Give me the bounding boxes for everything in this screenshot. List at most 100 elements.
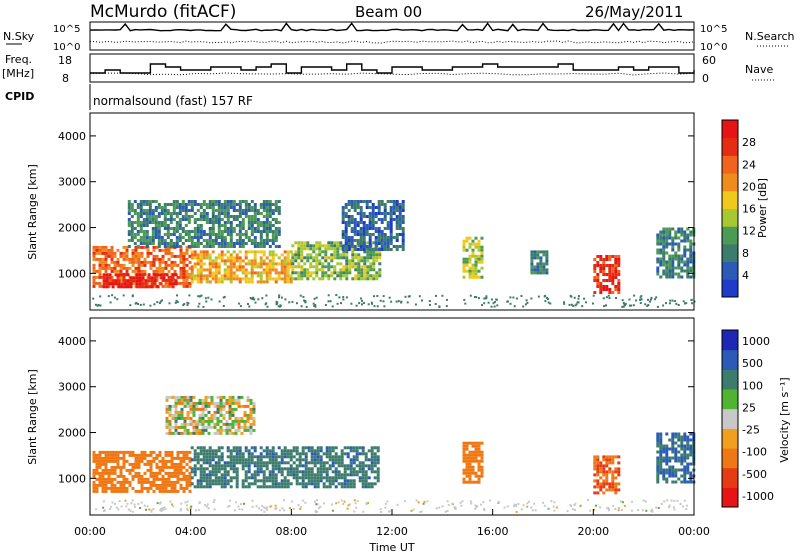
heatmap-cell: [277, 200, 281, 203]
heatmap-cell: [383, 239, 387, 242]
heatmap-cell: [119, 266, 123, 270]
heatmap-cell: [674, 441, 678, 445]
heatmap-cell: [686, 233, 690, 237]
heatmap-cell: [92, 248, 96, 252]
heatmap-cell: [539, 262, 543, 266]
heatmap-cell: [167, 474, 171, 478]
heatmap-cell: [172, 203, 176, 206]
heatmap-cell: [650, 296, 653, 299]
heatmap-cell: [665, 251, 669, 255]
heatmap-cell: [165, 416, 169, 420]
heatmap-cell: [202, 479, 206, 483]
heatmap-cell: [210, 401, 214, 405]
heatmap-cell: [605, 288, 609, 291]
heatmap-cell: [689, 480, 693, 484]
heatmap-cell: [228, 428, 232, 432]
heatmap-cell: [244, 206, 248, 209]
heatmap-cell: [163, 218, 167, 221]
heatmap-cell: [378, 268, 382, 272]
heatmap-cell: [659, 251, 663, 255]
heatmap-cell: [250, 473, 254, 477]
heatmap-cell: [208, 221, 212, 224]
heatmap-cell: [128, 471, 132, 475]
heatmap-cell: [363, 268, 367, 272]
heatmap-cell: [324, 244, 328, 248]
heatmap-cell: [324, 253, 328, 257]
heatmap-cell: [434, 303, 437, 305]
heatmap-cell: [346, 482, 350, 486]
heatmap-cell: [608, 276, 612, 279]
heatmap-cell: [201, 401, 205, 405]
heatmap-cell: [192, 413, 196, 417]
heatmap-cell: [268, 277, 272, 281]
heatmap-cell: [207, 404, 211, 408]
heatmap-cell: [353, 245, 357, 248]
heatmap-cell: [116, 450, 120, 454]
colorbar-segment: [722, 173, 738, 192]
heatmap-cell: [192, 425, 196, 429]
heatmap-cell: [102, 506, 105, 509]
heatmap-cell: [365, 206, 369, 209]
heatmap-cell: [295, 467, 299, 471]
heatmap-cell: [199, 265, 203, 269]
heatmap-cell: [154, 224, 158, 227]
heatmap-cell: [306, 247, 310, 251]
colorbar-tick-label: 28: [742, 136, 756, 149]
heatmap-cell: [271, 470, 275, 474]
heatmap-cell: [226, 482, 230, 486]
heatmap-cell: [217, 221, 221, 224]
heatmap-cell: [369, 250, 373, 254]
heatmap-cell: [199, 458, 203, 462]
heatmap-cell: [249, 410, 253, 414]
heatmap-cell: [110, 245, 114, 249]
heatmap-cell: [158, 465, 162, 469]
heatmap-cell: [675, 302, 678, 305]
heatmap-cell: [250, 218, 254, 221]
heatmap-cell: [193, 464, 197, 468]
heatmap-cell: [350, 245, 354, 248]
heatmap-cell: [235, 256, 239, 260]
heatmap-cell: [234, 416, 238, 420]
heatmap-cell: [395, 215, 399, 218]
heatmap-cell: [342, 250, 346, 254]
heatmap-cell: [348, 271, 352, 275]
heatmap-cell: [110, 471, 114, 475]
heatmap-cell: [149, 304, 152, 307]
heatmap-cell: [232, 449, 236, 453]
heatmap-cell: [188, 281, 192, 285]
heatmap-cell: [144, 285, 148, 289]
heatmap-cell: [352, 455, 356, 459]
heatmap-cell: [274, 221, 278, 224]
heatmap-cell: [137, 471, 141, 475]
heatmap-cell: [683, 447, 687, 451]
heatmap-cell: [274, 458, 278, 462]
heatmap-cell: [172, 209, 176, 212]
heatmap-cell: [662, 233, 666, 237]
heatmap-cell: [179, 269, 183, 273]
heatmap-cell: [599, 470, 603, 474]
heatmap-cell: [347, 504, 350, 507]
heatmap-cell: [602, 491, 606, 495]
heatmap-cell: [602, 458, 606, 462]
heatmap-cell: [225, 410, 229, 414]
heatmap-cell: [656, 432, 660, 436]
heatmap-cell: [359, 218, 363, 221]
heatmap-cell: [365, 502, 368, 505]
heatmap-cell: [250, 446, 254, 450]
heatmap-cell: [129, 279, 133, 283]
heatmap-cell: [477, 468, 481, 472]
heatmap-cell: [668, 242, 672, 246]
heatmap-cell: [183, 425, 187, 429]
heatmap-cell: [253, 212, 257, 215]
heatmap-cell: [238, 206, 242, 209]
heatmap-cell: [319, 455, 323, 459]
heatmap-cell: [420, 510, 423, 513]
heatmap-cell: [596, 279, 600, 282]
heatmap-cell: [662, 227, 666, 231]
heatmap-cell: [271, 458, 275, 462]
heatmap-cell: [196, 218, 200, 221]
heatmap-cell: [228, 410, 232, 414]
heatmap-cell: [677, 450, 681, 454]
heatmap-cell: [226, 218, 230, 221]
